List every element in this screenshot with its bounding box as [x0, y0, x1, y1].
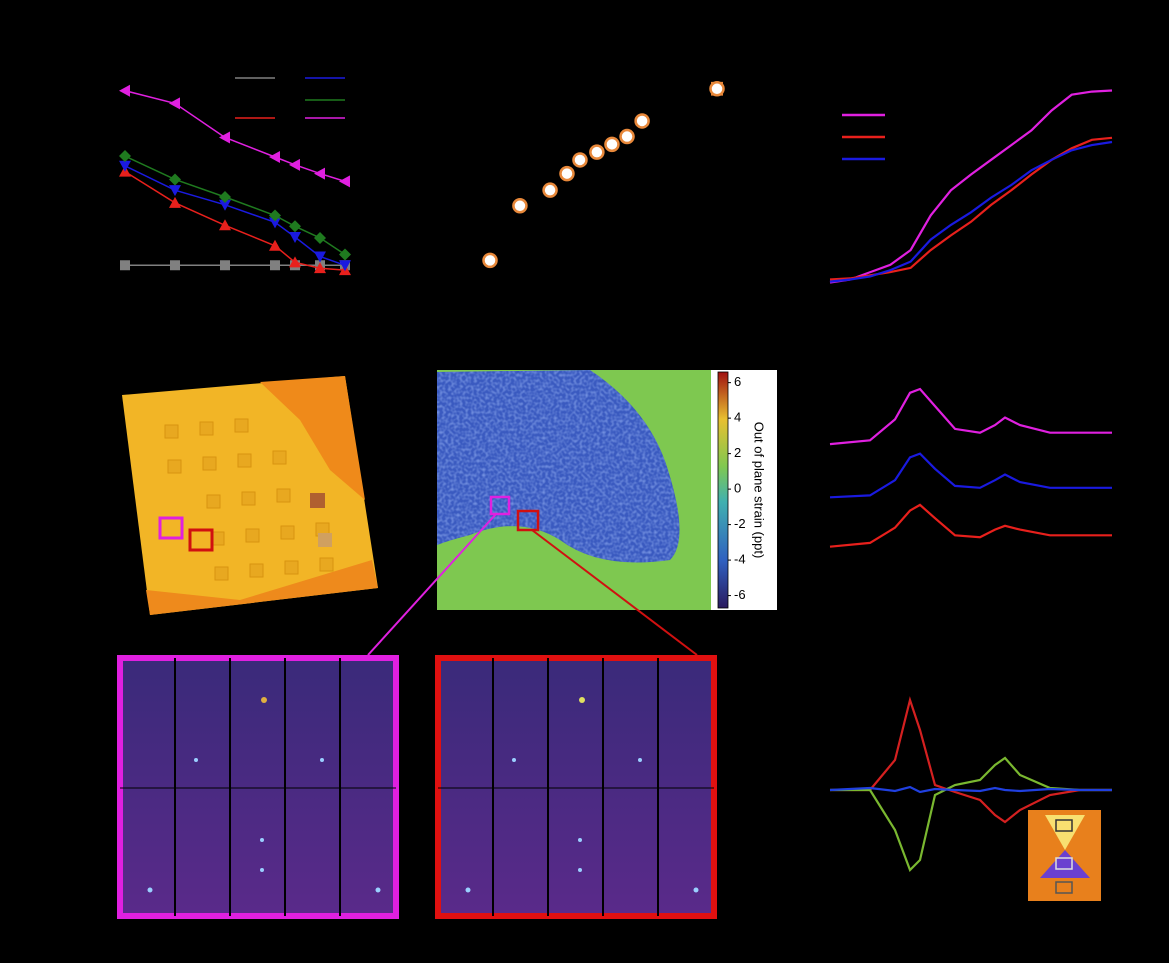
detector-image: [438, 658, 714, 916]
tick-label: 6: [734, 374, 741, 389]
marker: [170, 260, 180, 270]
marker: [636, 114, 649, 127]
tick-label: 0: [734, 481, 741, 496]
marker: [573, 153, 586, 166]
tick-label: -2: [734, 516, 746, 531]
marker: [120, 260, 130, 270]
tick-label: 2: [734, 445, 741, 460]
marker: [270, 260, 280, 270]
marker: [605, 138, 618, 151]
marker: [484, 254, 497, 267]
colorbar: [718, 372, 728, 608]
marker: [621, 130, 634, 143]
marker: [590, 146, 603, 159]
marker: [711, 82, 724, 95]
marker: [220, 260, 230, 270]
inset-image: [1028, 810, 1101, 901]
page: 6420-2-4-6Out of plane strain (ppt) (() …: [0, 0, 1169, 963]
tick-label: -6: [734, 587, 746, 602]
detector-image: [120, 658, 396, 916]
figure: 6 4 2 0 -2 -4 -6 Out of plane strain (ppt): [0, 0, 1169, 963]
tick-label: 4: [734, 410, 741, 425]
optical-image: [122, 376, 378, 615]
marker: [560, 167, 573, 180]
colorbar-label: Out of plane strain (ppt): [752, 422, 767, 559]
tick-label: -4: [734, 552, 746, 567]
marker: [544, 184, 557, 197]
marker: [513, 199, 526, 212]
